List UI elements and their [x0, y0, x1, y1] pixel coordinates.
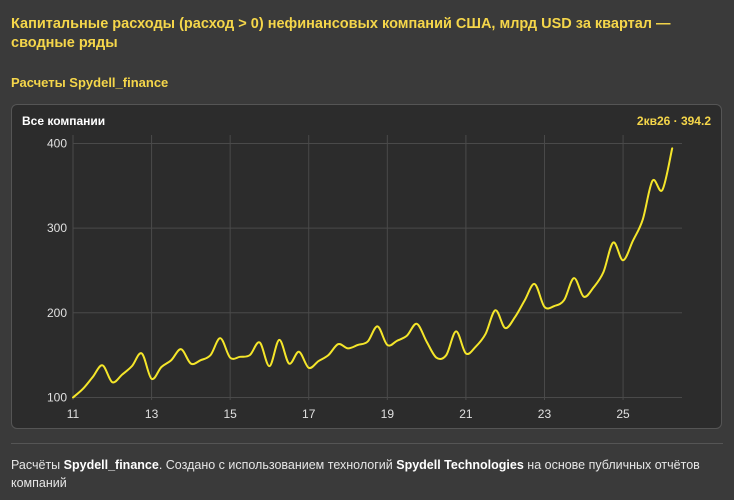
line-chart: 11 13 15 17 19 21 23 25 100 200 300 400 — [47, 135, 682, 421]
x-tick-label: 25 — [616, 407, 630, 421]
footer-note: Расчёты Spydell_finance. Создано с испол… — [11, 456, 711, 492]
footer-prefix: Расчёты — [11, 458, 64, 472]
x-tick-label: 13 — [145, 407, 159, 421]
footer-suffix: на основе публичных отчётов компаний — [11, 458, 700, 490]
x-tick-label: 23 — [538, 407, 552, 421]
chart-panel: Все компании 2кв26 · 394.2 11 13 15 17 19 21 2… — [11, 104, 722, 429]
footer-divider — [11, 443, 723, 444]
x-tick-label: 21 — [459, 407, 473, 421]
series-line — [72, 147, 674, 399]
chart-subtitle: Расчеты Spydell_finance — [11, 75, 169, 90]
footer-author: Spydell_finance — [63, 458, 159, 472]
y-tick-label: 100 — [47, 390, 67, 404]
y-tick-label: 200 — [47, 306, 67, 320]
last-value-label: 2кв26 · 394.2 — [636, 114, 711, 128]
x-tick-label: 19 — [381, 407, 395, 421]
footer-tech: Spydell Technologies — [396, 458, 524, 472]
y-tick-label: 400 — [47, 136, 67, 150]
footer-middle: . Создано с использованием технологий — [158, 458, 397, 472]
x-tick-label: 15 — [223, 407, 237, 421]
y-tick-label: 300 — [47, 221, 67, 235]
chart-title: Капитальные расходы (расход > 0) нефинан… — [11, 16, 671, 51]
x-tick-label: 11 — [67, 407, 80, 421]
panel-title: Все компании — [22, 114, 106, 128]
x-tick-label: 17 — [302, 407, 316, 421]
